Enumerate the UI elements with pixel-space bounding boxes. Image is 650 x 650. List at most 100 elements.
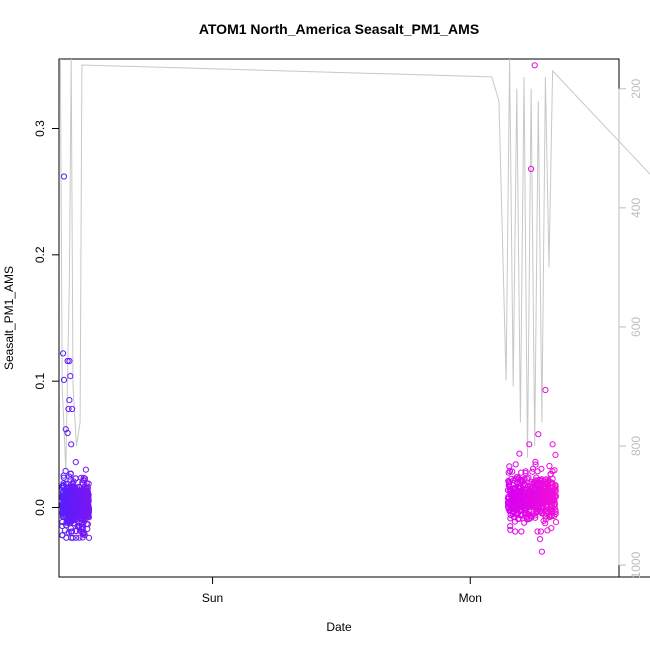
data-point xyxy=(63,519,70,526)
data-point-outlier xyxy=(526,441,533,448)
data-point xyxy=(528,480,535,487)
data-point xyxy=(69,492,76,499)
data-point xyxy=(534,468,541,475)
data-point xyxy=(80,476,87,484)
data-point-outlier xyxy=(542,386,549,394)
data-point xyxy=(518,469,525,476)
data-point xyxy=(60,480,67,487)
data-point xyxy=(521,519,528,526)
secondary-line-path xyxy=(59,58,650,470)
data-point xyxy=(551,467,558,474)
data-point xyxy=(64,502,72,509)
data-point xyxy=(85,534,93,541)
data-point xyxy=(82,507,90,515)
x-axis-label: Date xyxy=(326,620,352,634)
data-point xyxy=(523,514,530,521)
data-point xyxy=(539,487,546,494)
data-point xyxy=(59,522,66,530)
data-point xyxy=(506,481,513,488)
data-point-outlier xyxy=(64,429,71,437)
y2-tick-label: 200 xyxy=(629,78,643,98)
data-point xyxy=(519,482,526,489)
data-point xyxy=(515,476,522,483)
data-point xyxy=(515,501,522,508)
y2-tick-label: 400 xyxy=(629,198,643,218)
data-point xyxy=(552,508,559,515)
data-point xyxy=(507,515,514,522)
x-tick-label: Sun xyxy=(202,591,223,605)
data-point xyxy=(533,506,540,513)
data-point xyxy=(537,528,545,535)
data-point xyxy=(523,475,531,482)
data-point xyxy=(60,472,67,479)
data-point xyxy=(534,528,541,535)
data-point-outlier xyxy=(66,357,73,365)
data-point-outlier xyxy=(66,397,73,404)
data-point xyxy=(70,520,78,527)
data-point xyxy=(540,517,547,525)
data-point xyxy=(82,466,90,473)
data-point xyxy=(552,519,560,526)
data-point xyxy=(79,480,87,487)
scatter-points xyxy=(59,62,560,555)
data-point xyxy=(64,509,71,517)
data-point xyxy=(75,503,82,511)
data-point xyxy=(69,534,76,541)
data-point xyxy=(508,491,516,499)
data-point xyxy=(546,462,553,470)
data-point xyxy=(534,493,541,500)
data-point xyxy=(84,525,91,533)
data-point xyxy=(533,498,540,505)
data-point xyxy=(505,505,512,512)
data-point xyxy=(69,480,76,487)
data-point xyxy=(516,450,523,457)
data-point xyxy=(518,528,525,535)
data-point xyxy=(84,487,91,494)
data-point xyxy=(548,509,555,516)
data-point xyxy=(531,483,539,490)
data-point xyxy=(522,470,529,477)
data-point xyxy=(60,508,67,515)
data-point xyxy=(507,526,514,533)
data-point xyxy=(527,490,535,497)
data-point-outlier xyxy=(60,376,68,383)
data-point xyxy=(526,498,534,505)
data-point xyxy=(84,494,92,501)
data-point xyxy=(552,482,559,489)
data-point-outlier xyxy=(60,173,68,180)
data-point xyxy=(552,488,559,495)
data-point xyxy=(68,498,76,505)
data-point xyxy=(68,501,75,508)
data-point xyxy=(532,512,539,519)
y-axis-right: 200 400 600 800 1000 xyxy=(618,78,643,578)
data-point-outlier xyxy=(61,527,69,534)
data-point xyxy=(542,481,549,488)
data-point xyxy=(544,527,551,534)
data-point xyxy=(67,525,75,532)
data-point xyxy=(68,534,75,541)
data-point xyxy=(67,519,74,526)
data-point xyxy=(74,500,81,507)
chart-title: ATOM1 North_America Seasalt_PM1_AMS xyxy=(199,21,479,37)
data-point xyxy=(504,495,512,502)
y-tick-label: 0.3 xyxy=(33,120,47,137)
data-point xyxy=(532,458,539,465)
data-point xyxy=(66,493,73,500)
data-point-outlier xyxy=(62,426,69,433)
y-tick-label: 0.1 xyxy=(33,373,47,390)
data-point-outlier xyxy=(538,548,546,555)
y-tick-label: 0.0 xyxy=(33,499,47,516)
data-point xyxy=(538,465,545,472)
data-point xyxy=(529,468,536,475)
data-point-outlier xyxy=(64,357,71,365)
data-point xyxy=(551,504,558,511)
y-axis-label: Seasalt_PM1_AMS xyxy=(2,266,16,370)
data-point xyxy=(72,459,79,466)
data-point xyxy=(543,503,550,510)
data-point xyxy=(512,461,519,468)
data-point xyxy=(506,502,514,509)
y-axis-left: 0.0 0.1 0.2 0.3 xyxy=(33,120,60,516)
data-point xyxy=(79,513,86,520)
